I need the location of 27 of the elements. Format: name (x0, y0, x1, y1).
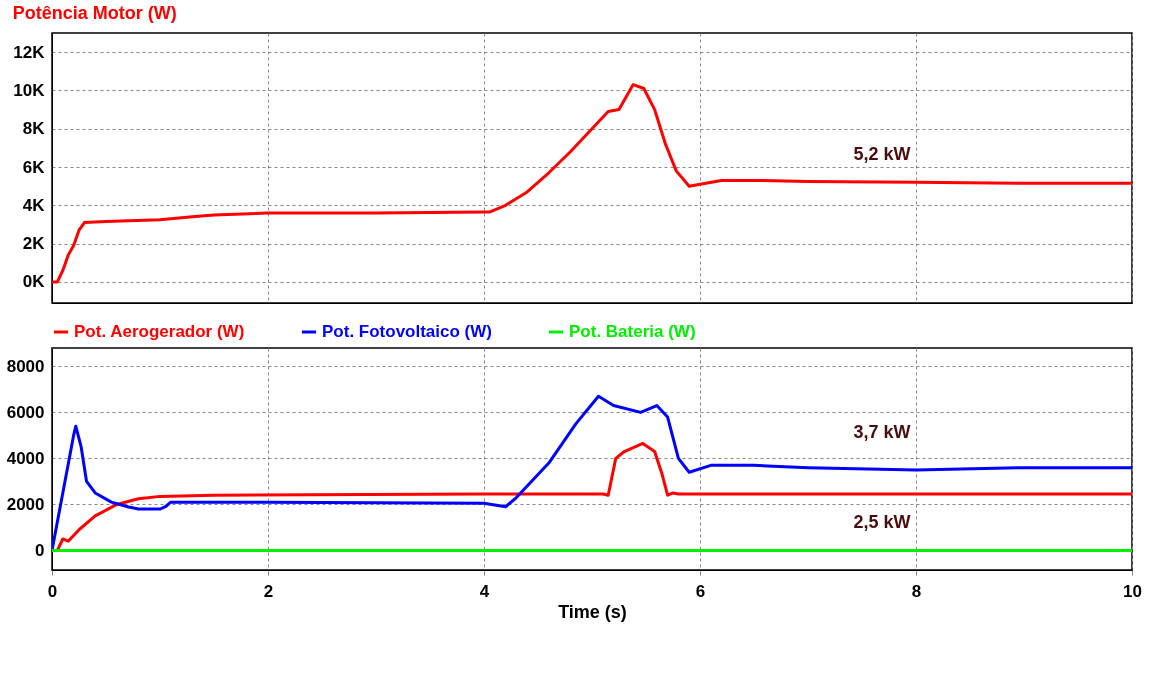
x-tick-label: 2 (263, 581, 274, 601)
x-axis-title: Time (s) (558, 601, 627, 622)
annotation: 2,5 kW (853, 512, 911, 532)
annotation: 5,2 kW (853, 144, 911, 164)
x-tick-label: 6 (695, 581, 706, 601)
x-tick-label: 8 (911, 581, 922, 601)
legend-label: Pot. Aerogerador (W) (74, 322, 245, 341)
legend-label: Pot. Fotovoltaico (W) (322, 322, 492, 341)
y-tick-label: 8000 (6, 356, 45, 376)
y-tick-label: 4000 (6, 448, 45, 468)
x-tick-label: 4 (479, 581, 490, 601)
line-series (52, 394, 1132, 552)
y-tick-label: 4K (22, 195, 46, 215)
y-tick-label: 2000 (6, 494, 45, 514)
y-tick-label: 0 (35, 540, 45, 560)
y-tick-label: 12K (13, 42, 46, 62)
y-tick-label: 6000 (6, 402, 45, 422)
legend-label: Pot. Bateria (W) (569, 322, 696, 341)
y-tick-label: 6K (22, 157, 46, 177)
y-tick-label: 8K (22, 119, 46, 139)
line-series (52, 83, 1132, 284)
x-tick-label: 10 (1123, 581, 1142, 601)
annotation: 3,7 kW (853, 422, 911, 442)
y-tick-label: 10K (13, 80, 46, 100)
y-tick-label: 2K (22, 234, 46, 254)
y-tick-label: 0K (22, 272, 46, 292)
chart-title: Potência Motor (W) (12, 3, 177, 23)
